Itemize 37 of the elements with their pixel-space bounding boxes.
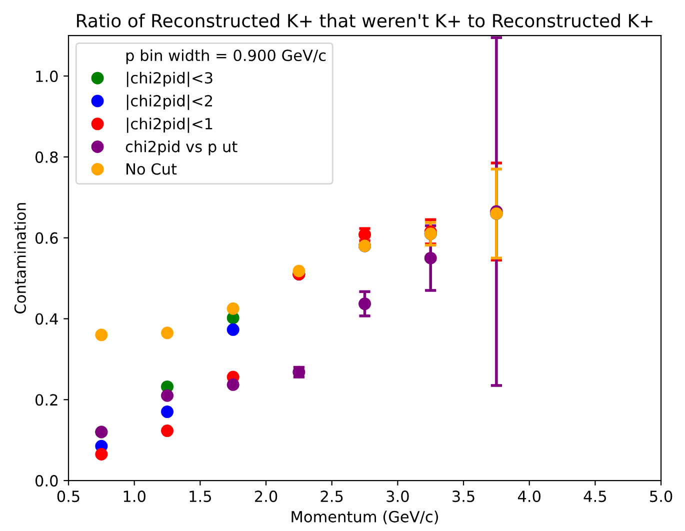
point	[161, 424, 174, 438]
x-tick-label: 1.5	[190, 490, 211, 502]
y-tick-label: 0.6	[35, 232, 58, 244]
y-tick-label: 0.8	[35, 151, 58, 163]
y-tick-label: 0.2	[35, 394, 58, 406]
x-tick-label: 3.5	[452, 490, 474, 502]
x-tick-label: 5.0	[650, 490, 672, 502]
point	[226, 302, 240, 315]
x-tick-label: 0.5	[57, 490, 80, 502]
y-axis-title: Contamination	[14, 203, 26, 314]
x-axis-title: Momentum (GeV/c)	[292, 510, 438, 524]
x-tick-label: 4.5	[584, 490, 606, 502]
legend-label: |chi2pid|<2	[126, 94, 212, 110]
point	[226, 378, 240, 391]
y-tick-label: 1.0	[36, 70, 58, 82]
point	[226, 323, 240, 336]
point	[161, 389, 174, 402]
x-tick-label: 4.0	[518, 490, 540, 502]
legend-title: p bin width = 0.900 GeV/c	[126, 49, 326, 64]
y-tick-label: 0.4	[35, 313, 58, 325]
point	[292, 264, 306, 278]
x-tick-label: 1.0	[124, 490, 146, 502]
point	[95, 328, 108, 342]
point	[424, 252, 437, 264]
x-tick-label: 2.5	[320, 490, 343, 502]
point	[95, 448, 108, 461]
x-tick-label: 2.0	[254, 490, 278, 502]
point	[161, 326, 174, 340]
point	[358, 298, 372, 310]
legend-label: No Cut	[126, 163, 177, 175]
legend-label: |chi2pid|<3	[126, 72, 212, 88]
chart-title: Ratio of Reconstructed K+ that weren't K+ to Reconstructed K+	[77, 14, 652, 28]
y-tick-label: 0.0	[35, 475, 58, 487]
point	[161, 406, 174, 418]
legend-label: |chi2pid|<1	[126, 118, 212, 133]
legend-label: chi2pid vs p ut	[126, 140, 238, 156]
x-tick-label: 3.0	[386, 490, 409, 502]
